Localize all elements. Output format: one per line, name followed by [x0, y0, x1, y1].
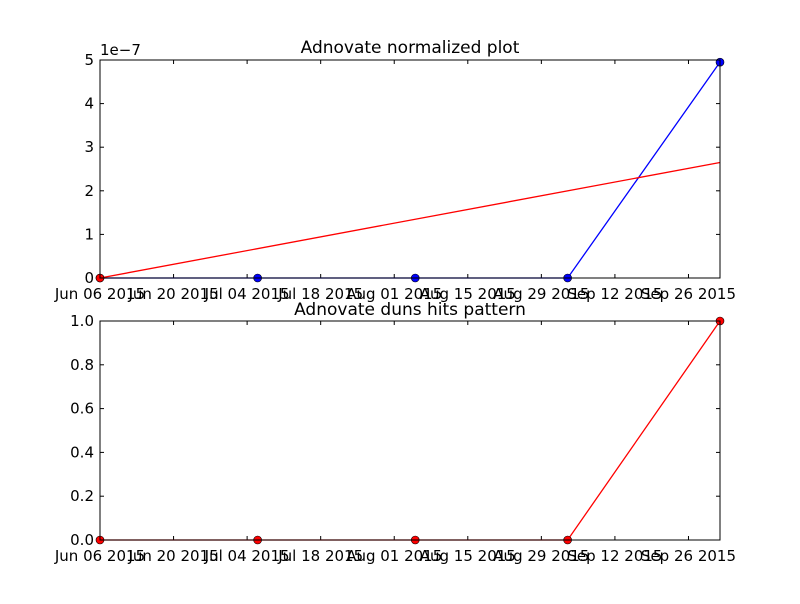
x-tick-label: Jul 18 2015 [277, 285, 363, 303]
x-tick-label: Sep 12 2015 [567, 547, 662, 565]
x-tick-label: Jun 06 2015 [54, 285, 145, 303]
x-tick-label: Jul 18 2015 [277, 547, 363, 565]
y-tick-label: 3 [84, 138, 94, 156]
x-tick-label: Aug 01 2015 [346, 547, 442, 565]
y-tick-label: 0.2 [70, 487, 94, 505]
x-tick-label: Sep 12 2015 [567, 285, 662, 303]
y-tick-label: 0.0 [70, 531, 94, 549]
y-tick-label: 0.4 [70, 443, 94, 461]
x-tick-label: Sep 26 2015 [641, 547, 736, 565]
y-tick-label: 1 [84, 225, 94, 243]
y-tick-label: 4 [84, 95, 94, 113]
axes-frame [99, 59, 721, 279]
chart-title: Adnovate normalized plot [301, 38, 520, 58]
x-tick-label: Sep 26 2015 [641, 285, 736, 303]
y-offset-label: 1e−7 [100, 41, 141, 59]
x-tick-label: Jul 04 2015 [204, 285, 290, 303]
x-tick-label: Aug 15 2015 [420, 547, 516, 565]
y-tick-label: 5 [84, 51, 94, 69]
x-tick-label: Jun 06 2015 [54, 547, 145, 565]
chart-title: Adnovate duns hits pattern [294, 300, 526, 320]
y-tick-label: 0.8 [70, 356, 94, 374]
y-tick-label: 1.0 [70, 312, 94, 330]
x-tick-label: Jun 20 2015 [127, 547, 218, 565]
x-tick-label: Aug 01 2015 [346, 285, 442, 303]
normalized-plot-chart: Adnovate normalized plot 1e−7 Jun 06 201… [54, 38, 736, 303]
x-tick-label: Aug 29 2015 [493, 547, 589, 565]
y-tick-label: 0 [84, 269, 94, 287]
x-tick-label: Jun 20 2015 [127, 285, 218, 303]
y-tick-label: 0.6 [70, 400, 94, 418]
axes-frame [99, 320, 721, 541]
series-line [99, 161, 721, 279]
x-tick-label: Aug 29 2015 [493, 285, 589, 303]
y-tick-label: 2 [84, 182, 94, 200]
x-tick-label: Jul 04 2015 [204, 547, 290, 565]
duns-hits-chart: Adnovate duns hits pattern Jun 06 2015Ju… [54, 300, 736, 565]
x-tick-label: Aug 15 2015 [420, 285, 516, 303]
